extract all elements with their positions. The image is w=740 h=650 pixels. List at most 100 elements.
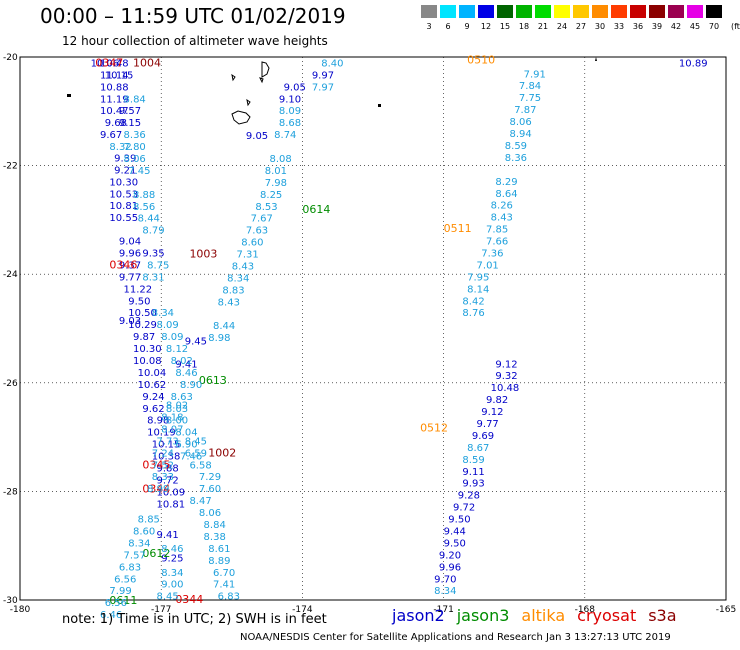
wave-height-light: 8.75 bbox=[147, 260, 169, 271]
wave-height-light: 7.01 bbox=[477, 260, 499, 271]
pass-time-cryosat: 0344 bbox=[142, 483, 170, 496]
wave-height-light: 8.02 bbox=[166, 401, 188, 412]
wave-height-light: 8.74 bbox=[274, 130, 296, 141]
wave-height-light: 8.07 bbox=[161, 424, 183, 435]
wave-height-jason2: 10.30 bbox=[109, 177, 138, 188]
colorbar-label: 39 bbox=[651, 22, 663, 31]
colorbar-swatch bbox=[535, 5, 551, 18]
wave-height-light: 7.80 bbox=[124, 142, 146, 153]
wave-height-light: 8.63 bbox=[171, 392, 193, 403]
wave-height-light: 8.09 bbox=[156, 320, 178, 331]
colorbar-label: 3 bbox=[426, 22, 432, 31]
pass-time-altika: 0510 bbox=[467, 54, 495, 67]
island bbox=[231, 73, 236, 82]
y-tick-label: -22 bbox=[3, 162, 18, 172]
wave-height-light: 8.09 bbox=[161, 332, 183, 343]
wave-height-light: 7.97 bbox=[312, 82, 334, 93]
wave-height-light: 8.79 bbox=[142, 226, 164, 237]
wave-height-light: 8.00 bbox=[166, 416, 188, 427]
satellite-legend: jason2 jason3 altika cryosat s3a bbox=[392, 606, 689, 625]
wave-height-light: 8.59 bbox=[505, 141, 527, 152]
wave-height-light: 7.73 bbox=[156, 436, 178, 447]
wave-height-jason2: 9.70 bbox=[434, 574, 456, 585]
chart-title: 00:00 – 11:59 UTC 01/02/2019 bbox=[40, 4, 346, 28]
wave-height-light: 8.45 bbox=[185, 436, 207, 447]
wave-height-jason2: 10.48 bbox=[100, 58, 129, 69]
y-tick-label: -20 bbox=[3, 53, 18, 63]
wave-height-light: 8.33 bbox=[152, 472, 174, 483]
wave-height-jason2: 9.05 bbox=[246, 131, 268, 142]
wave-height-light: 8.47 bbox=[189, 496, 211, 507]
wave-height-light: 8.83 bbox=[222, 285, 244, 296]
x-tick-label: -180 bbox=[10, 605, 31, 615]
colorbar-label: 30 bbox=[594, 22, 606, 31]
wave-height-jason2: 10.15 bbox=[152, 440, 181, 451]
colorbar-swatch bbox=[440, 5, 456, 18]
colorbar-label: 42 bbox=[670, 22, 682, 31]
wave-height-jason2: 10.09 bbox=[156, 487, 185, 498]
wave-height-light: 7.95 bbox=[467, 272, 489, 283]
wave-height-jason2: 9.50 bbox=[128, 296, 150, 307]
pass-time-jason3: 0612 bbox=[142, 547, 170, 560]
grid bbox=[20, 57, 726, 600]
colorbar-label: 33 bbox=[613, 22, 625, 31]
y-tick-label: -24 bbox=[3, 270, 18, 280]
wave-height-jason2: 10.38 bbox=[152, 452, 181, 463]
wave-height-light: 8.59 bbox=[462, 455, 484, 466]
wave-height-jason2: 11.14 bbox=[100, 70, 129, 81]
wave-height-light: 6.46 bbox=[100, 610, 122, 621]
island bbox=[67, 94, 71, 97]
wave-height-light: 6.56 bbox=[114, 574, 136, 585]
wave-height-jason2: 10.15 bbox=[105, 70, 134, 81]
wave-height-light: 8.34 bbox=[227, 273, 249, 284]
wave-height-jason2: 10.88 bbox=[100, 82, 129, 93]
colorbar-swatch bbox=[611, 5, 627, 18]
wave-height-light: 8.46 bbox=[175, 368, 197, 379]
wave-height-light: 6.58 bbox=[189, 460, 211, 471]
wave-height-light: 8.84 bbox=[204, 520, 226, 531]
wave-height-jason2: 9.62 bbox=[142, 404, 164, 415]
wave-height-light: 6.83 bbox=[218, 592, 240, 603]
wave-height-light: 7.66 bbox=[486, 237, 508, 248]
wave-height-jason2: 10.47 bbox=[100, 106, 129, 117]
wave-height-jason2: 11.22 bbox=[124, 284, 153, 295]
wave-height-jason2: 9.12 bbox=[481, 407, 503, 418]
wave-height-light: 8.18 bbox=[161, 412, 183, 423]
colorbar-swatch bbox=[573, 5, 589, 18]
axis-labels: -180 -177 -174 -171 -168 -165 -20 -22 -24 -26 -28 -… bbox=[3, 53, 736, 615]
wave-height-jason2: 9.69 bbox=[472, 431, 494, 442]
wave-height-light: 8.89 bbox=[208, 556, 230, 567]
wave-height-light: 8.25 bbox=[260, 190, 282, 201]
pass-time-jason3: 0611 bbox=[109, 594, 137, 607]
wave-height-jason2: 10.50 bbox=[128, 308, 157, 319]
island bbox=[378, 104, 381, 107]
wave-height-jason2: 10.89 bbox=[679, 58, 708, 69]
colorbar-label: 21 bbox=[537, 22, 549, 31]
wave-height-jason2: 9.05 bbox=[284, 82, 306, 93]
wave-height-jason2: 9.93 bbox=[462, 479, 484, 490]
wave-height-light: 7.85 bbox=[486, 225, 508, 236]
wave-height-jason2: 10.04 bbox=[138, 368, 167, 379]
island bbox=[246, 98, 251, 107]
colorbar-swatch bbox=[478, 5, 494, 18]
wave-height-light: 8.67 bbox=[467, 443, 489, 454]
x-tick-label: -177 bbox=[151, 605, 171, 615]
wave-height-light: 6.70 bbox=[213, 568, 235, 579]
wave-height-jason2: 9.57 bbox=[119, 106, 141, 117]
wave-height-jason2: 9.77 bbox=[119, 272, 141, 283]
x-tick-label: -174 bbox=[292, 605, 313, 615]
footnote: note: 1) Time is in UTC; 2) SWH is in fe… bbox=[62, 612, 327, 627]
x-tick-label: -168 bbox=[575, 605, 596, 615]
wave-height-light: 8.56 bbox=[133, 202, 155, 213]
island bbox=[259, 77, 264, 84]
wave-height-light: 8.84 bbox=[124, 94, 146, 105]
wave-height-jason2: 9.25 bbox=[161, 554, 183, 565]
wave-height-light: 8.34 bbox=[128, 538, 150, 549]
wave-height-jason2: 9.82 bbox=[486, 395, 508, 406]
pass-time-jason3: 0614 bbox=[302, 203, 330, 216]
colorbar-label: 6 bbox=[445, 22, 451, 31]
colorbar-label: 9 bbox=[464, 22, 470, 31]
wave-height-jason2: 8.98 bbox=[147, 416, 169, 427]
wave-height-light: 8.60 bbox=[241, 238, 263, 249]
wave-height-jason2: 9.10 bbox=[279, 94, 301, 105]
